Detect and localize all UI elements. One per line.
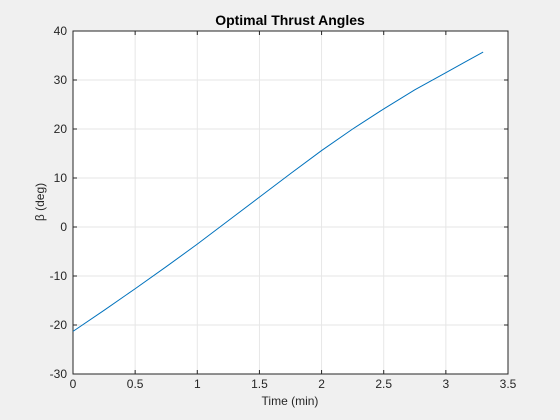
x-tick-label: 3.5 (500, 377, 517, 391)
plot-area (73, 31, 508, 374)
y-tick-label: 20 (54, 122, 68, 136)
y-tick-label: -30 (50, 367, 68, 381)
data-line (72, 51, 484, 332)
x-tick-label: 1.5 (251, 377, 268, 391)
y-tick-label: 40 (54, 24, 68, 38)
chart-title: Optimal Thrust Angles (215, 12, 365, 28)
x-tick-label: 0.5 (127, 377, 144, 391)
x-tick-label: 1 (194, 377, 201, 391)
axes-box (72, 30, 509, 375)
y-tick-label: 10 (54, 171, 68, 185)
x-tick-label: 2.5 (375, 377, 392, 391)
grid (72, 30, 509, 375)
y-tick-label: 30 (54, 73, 68, 87)
x-tick-label: 0 (70, 377, 77, 391)
x-axis-label: Time (min) (262, 394, 319, 408)
y-axis-label: β (deg) (33, 183, 47, 221)
y-tick-label: -10 (50, 269, 68, 283)
x-tick-label: 2 (318, 377, 325, 391)
y-tick-label: -20 (50, 318, 68, 332)
x-tick-label: 3 (443, 377, 450, 391)
y-tick-label: 0 (60, 220, 67, 234)
